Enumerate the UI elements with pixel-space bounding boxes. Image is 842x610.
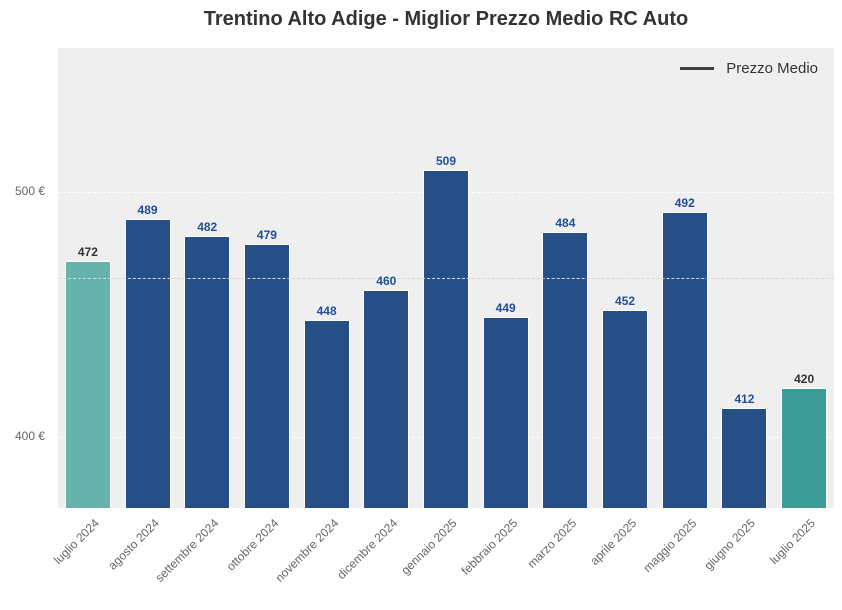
- x-tick-label: gennaio 2025: [398, 516, 460, 578]
- x-tick-label: agosto 2024: [104, 516, 162, 573]
- bar-value-label: 452: [615, 293, 636, 308]
- bar-marzo-2025: [542, 231, 589, 508]
- y-tick-label: 400 €: [14, 429, 45, 444]
- bar-value-label: 420: [794, 372, 815, 387]
- bar-ottobre-2024: [243, 243, 290, 508]
- bar-agosto-2024: [124, 219, 171, 508]
- bar-settembre-2024: [184, 236, 231, 508]
- bar-value-label: 489: [137, 203, 158, 218]
- average-price-line-overlay: [58, 278, 834, 279]
- x-tick-label: ottobre 2024: [223, 516, 282, 574]
- bar-value-label: 484: [555, 215, 576, 230]
- bar-value-label: 479: [256, 227, 277, 242]
- x-tick-label: luglio 2024: [50, 516, 102, 567]
- x-tick-label: settembre 2024: [152, 516, 222, 585]
- x-tick-label: dicembre 2024: [334, 516, 401, 583]
- bar-value-label: 412: [734, 391, 755, 406]
- x-tick-label: aprile 2025: [587, 516, 640, 568]
- legend: Prezzo Medio: [680, 60, 818, 77]
- bar-aprile-2025: [602, 309, 649, 508]
- bar-luglio-2024: [64, 260, 111, 508]
- x-tick-label: febbraio 2025: [458, 516, 520, 578]
- bar-maggio-2025: [661, 211, 708, 508]
- bar-value-label: 472: [77, 244, 98, 259]
- x-tick-label: maggio 2025: [640, 516, 700, 575]
- chart-title: Trentino Alto Adige - Miglior Prezzo Med…: [203, 8, 689, 30]
- legend-label: Prezzo Medio: [726, 60, 818, 77]
- bar-value-label: 460: [376, 274, 397, 289]
- x-tick-label: marzo 2025: [524, 516, 580, 571]
- bar-febbraio-2025: [482, 317, 529, 508]
- x-tick-label: novembre 2024: [272, 516, 341, 585]
- bar-value-label: 492: [674, 195, 695, 210]
- x-tick-label: luglio 2025: [767, 516, 819, 567]
- bar-dicembre-2024: [363, 290, 410, 508]
- legend-line-icon: [680, 67, 715, 70]
- plot-area: Prezzo Medio 472 489 482 479 448 460 509 449 484…: [58, 48, 834, 508]
- bar-value-label: 509: [435, 154, 457, 169]
- bar-value-label: 448: [316, 303, 337, 318]
- bar-giugno-2025: [721, 407, 768, 508]
- y-tick-label: 500 €: [14, 184, 45, 199]
- x-tick-label: giugno 2025: [701, 516, 759, 573]
- bar-value-label: 449: [495, 301, 516, 316]
- bar-gennaio-2025: [423, 170, 469, 508]
- bar-novembre-2024: [303, 319, 350, 508]
- bar-value-label: 482: [197, 220, 218, 235]
- bar-luglio-2025: [781, 388, 828, 508]
